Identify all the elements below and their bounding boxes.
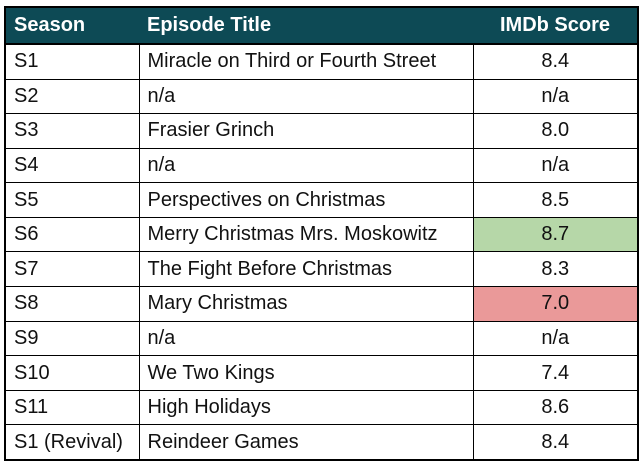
imdb-score-column-header: IMDb Score: [473, 7, 638, 45]
episode-title-cell: Merry Christmas Mrs. Moskowitz: [138, 216, 474, 253]
episode-title-cell: High Holidays: [138, 389, 474, 426]
season-cell: S3: [4, 113, 140, 149]
imdb-score-cell: 8.7: [472, 216, 639, 253]
table-row: S4 n/a n/a: [4, 147, 639, 184]
table-row: S11 High Holidays 8.6: [4, 389, 639, 426]
episode-title-cell: n/a: [138, 78, 474, 115]
episode-title-column-header: Episode Title: [139, 7, 473, 45]
season-cell: S8: [4, 286, 140, 322]
table-row: S5 Perspectives on Christmas 8.5: [4, 182, 639, 218]
episode-title-cell: Reindeer Games: [138, 424, 474, 461]
imdb-score-cell: 8.3: [472, 251, 639, 288]
table-row: S1 Miracle on Third or Fourth Street 8.4: [4, 43, 639, 80]
season-cell: S6: [4, 216, 140, 253]
episode-score-table: Season Episode Title IMDb Score S1 Miracl…: [4, 6, 639, 461]
episode-title-cell: n/a: [138, 147, 474, 184]
imdb-score-cell: 8.4: [472, 43, 639, 80]
season-cell: S1: [4, 43, 140, 80]
season-cell: S5: [4, 182, 140, 218]
episode-title-cell: n/a: [138, 320, 474, 357]
season-cell: S4: [4, 147, 140, 184]
episode-title-cell: Miracle on Third or Fourth Street: [138, 43, 474, 80]
imdb-score-cell: 7.4: [472, 355, 639, 391]
imdb-score-cell: 8.5: [472, 182, 639, 218]
imdb-score-cell: 8.6: [472, 389, 639, 426]
season-cell: S1 (Revival): [4, 424, 140, 461]
imdb-score-cell: 8.0: [472, 113, 639, 149]
episode-title-cell: We Two Kings: [138, 355, 474, 391]
imdb-score-cell: 7.0: [472, 286, 639, 322]
table-row: S6 Merry Christmas Mrs. Moskowitz 8.7: [4, 216, 639, 253]
imdb-score-cell: 8.4: [472, 424, 639, 461]
table-row: S2 n/a n/a: [4, 78, 639, 115]
season-cell: S11: [4, 389, 140, 426]
table-body: S1 Miracle on Third or Fourth Street 8.4 S2…: [4, 43, 639, 461]
season-cell: S2: [4, 78, 140, 115]
imdb-score-cell: n/a: [472, 78, 639, 115]
episode-table-container: Season Episode Title IMDb Score S1 Miracl…: [4, 6, 639, 461]
table-row: S7 The Fight Before Christmas 8.3: [4, 251, 639, 288]
table-row: S9 n/a n/a: [4, 320, 639, 357]
episode-title-cell: Frasier Grinch: [138, 113, 474, 149]
episode-title-cell: The Fight Before Christmas: [138, 251, 474, 288]
season-cell: S10: [4, 355, 140, 391]
season-cell: S9: [4, 320, 140, 357]
table-row: S1 (Revival) Reindeer Games 8.4: [4, 424, 639, 461]
episode-title-cell: Perspectives on Christmas: [138, 182, 474, 218]
imdb-score-cell: n/a: [472, 147, 639, 184]
season-cell: S7: [4, 251, 140, 288]
header-row: Season Episode Title IMDb Score: [5, 7, 638, 45]
episode-title-cell: Mary Christmas: [138, 286, 474, 322]
imdb-score-cell: n/a: [472, 320, 639, 357]
table-row: S3 Frasier Grinch 8.0: [4, 113, 639, 149]
season-column-header: Season: [5, 7, 139, 45]
table-row: S8 Mary Christmas 7.0: [4, 286, 639, 322]
table-row: S10 We Two Kings 7.4: [4, 355, 639, 391]
